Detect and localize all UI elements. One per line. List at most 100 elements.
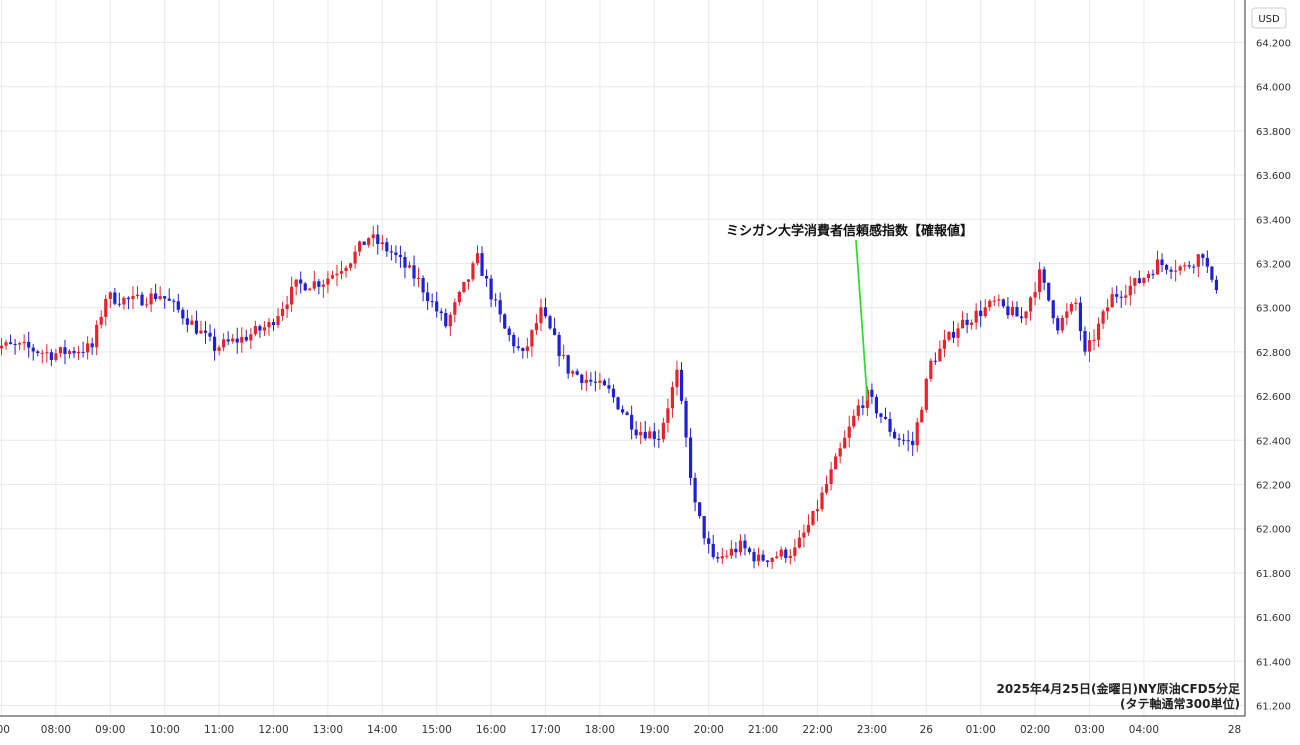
y-tick-label: 63.400 bbox=[1256, 215, 1291, 226]
candle-body bbox=[933, 360, 937, 362]
candle-body bbox=[108, 292, 112, 299]
candle-body bbox=[861, 405, 865, 408]
candle-body bbox=[203, 330, 208, 333]
candle-body bbox=[86, 343, 90, 353]
candle-body bbox=[906, 440, 910, 442]
candle-body bbox=[1074, 302, 1078, 304]
candle-body bbox=[126, 297, 131, 300]
candle-body bbox=[1133, 278, 1137, 286]
candle-body bbox=[199, 330, 203, 334]
annotation: ミシガン大学消費者信頼感指数【確報値】 bbox=[726, 223, 973, 401]
candle-body bbox=[688, 437, 693, 478]
candle-body bbox=[892, 431, 897, 439]
candle-body bbox=[412, 265, 416, 279]
candle-body bbox=[330, 275, 335, 279]
candle-body bbox=[1115, 294, 1119, 297]
y-tick-label: 63.600 bbox=[1256, 171, 1291, 182]
candle-body bbox=[131, 295, 135, 300]
candle-body bbox=[358, 241, 362, 252]
candle-body bbox=[1187, 265, 1191, 267]
candle-body bbox=[498, 300, 502, 315]
candle-body bbox=[992, 300, 996, 302]
candle-body bbox=[707, 538, 711, 544]
x-tick-label: 22:00 bbox=[802, 724, 832, 736]
candle-body bbox=[262, 327, 267, 331]
x-tick-label: 16:00 bbox=[476, 724, 506, 736]
candle-body bbox=[439, 311, 443, 314]
candle-body bbox=[516, 346, 520, 348]
candle-body bbox=[389, 251, 393, 253]
candle-body bbox=[584, 379, 588, 383]
candle-body bbox=[802, 532, 806, 538]
candle-body bbox=[49, 352, 53, 360]
candle-body bbox=[1137, 278, 1141, 283]
y-tick-label: 63.000 bbox=[1256, 304, 1291, 315]
candle-body bbox=[1042, 269, 1046, 283]
candle-body bbox=[489, 278, 493, 300]
candle-body bbox=[249, 334, 253, 341]
candle-body bbox=[598, 380, 602, 383]
candle-body bbox=[1128, 285, 1132, 296]
candle-body bbox=[924, 378, 928, 410]
candle-body bbox=[834, 456, 838, 470]
candle-body bbox=[475, 253, 480, 264]
candle-body bbox=[27, 341, 31, 348]
candle-body bbox=[317, 281, 321, 287]
candle-body bbox=[371, 234, 375, 239]
x-tick-label: 12:00 bbox=[258, 724, 288, 736]
candle-body bbox=[1178, 266, 1182, 271]
candle-body bbox=[806, 524, 811, 533]
candle-body bbox=[648, 431, 652, 439]
candle-body bbox=[552, 328, 557, 335]
candle-body bbox=[620, 409, 625, 413]
candle-body bbox=[484, 275, 489, 279]
candle-body bbox=[1078, 302, 1083, 332]
candle-body bbox=[838, 448, 842, 457]
unit-box[interactable] bbox=[1251, 7, 1287, 29]
candle-body bbox=[915, 422, 919, 446]
x-tick-label: 26 bbox=[920, 724, 934, 736]
candle-body bbox=[185, 318, 189, 325]
candle-body bbox=[1155, 259, 1160, 275]
candle-body bbox=[299, 279, 303, 284]
y-tick-label: 61.600 bbox=[1256, 613, 1291, 624]
caption-line-2: (タテ軸通常300単位) bbox=[1120, 696, 1240, 711]
candle-body bbox=[756, 554, 761, 562]
candle-body bbox=[997, 299, 1001, 301]
candle-body bbox=[280, 308, 285, 317]
candle-body bbox=[149, 293, 153, 305]
candle-body bbox=[607, 385, 611, 389]
y-tick-label: 62.000 bbox=[1256, 525, 1291, 536]
currency-unit[interactable]: USD bbox=[1251, 7, 1287, 29]
candle-body bbox=[630, 414, 634, 430]
candle-body bbox=[657, 438, 661, 440]
candle-body bbox=[1096, 323, 1101, 340]
candle-body bbox=[1083, 331, 1087, 352]
candle-body bbox=[929, 360, 933, 379]
candle-body bbox=[471, 263, 475, 280]
candle-body bbox=[639, 431, 643, 436]
candle-body bbox=[793, 547, 797, 556]
y-tick-label: 62.800 bbox=[1256, 348, 1291, 359]
candle-body bbox=[104, 298, 108, 317]
x-tick-label: 18:00 bbox=[585, 724, 615, 736]
candle-body bbox=[190, 320, 194, 325]
candle-body bbox=[539, 307, 543, 324]
y-tick-label: 61.800 bbox=[1256, 569, 1291, 580]
candle-body bbox=[1124, 295, 1128, 298]
candle-body bbox=[448, 314, 452, 327]
candle-body bbox=[666, 408, 670, 423]
candle-body bbox=[1119, 296, 1123, 298]
candle-body bbox=[1106, 307, 1110, 312]
candle-body bbox=[911, 440, 915, 446]
candle-body bbox=[616, 397, 620, 410]
candle-body bbox=[1069, 303, 1073, 312]
candle-body bbox=[63, 347, 67, 354]
candle-body bbox=[1028, 297, 1033, 312]
candle-body bbox=[376, 234, 380, 245]
candle-body bbox=[1001, 299, 1005, 307]
candle-body bbox=[312, 281, 316, 289]
candle-body bbox=[521, 347, 525, 351]
candle-body bbox=[462, 281, 466, 292]
candle-body bbox=[548, 316, 552, 329]
